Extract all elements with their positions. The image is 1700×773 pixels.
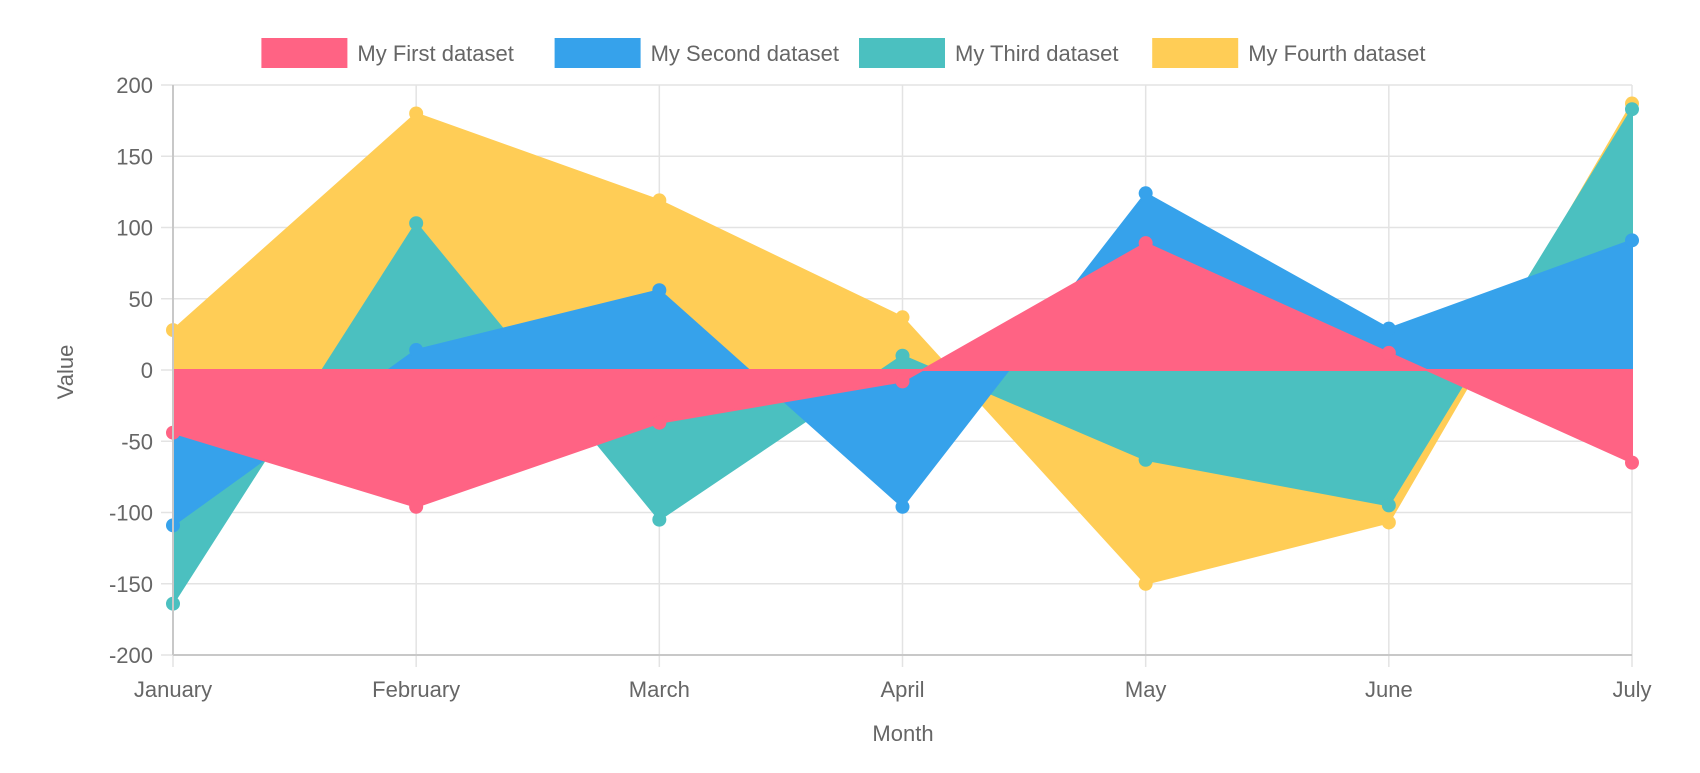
y-tick-label: 0	[141, 358, 153, 383]
y-tick-label: -150	[109, 572, 153, 597]
point-my-third-dataset[interactable]	[1381, 498, 1396, 513]
y-axis-title: Value	[53, 345, 78, 400]
point-my-fourth-dataset[interactable]	[652, 193, 667, 208]
point-my-fourth-dataset[interactable]	[895, 310, 910, 325]
point-my-third-dataset[interactable]	[1625, 102, 1639, 117]
x-axis-title: Month	[872, 721, 933, 746]
point-my-fourth-dataset[interactable]	[409, 106, 424, 121]
point-my-second-dataset[interactable]	[895, 499, 910, 514]
legend-label: My Third dataset	[955, 41, 1118, 66]
y-tick-label: -100	[109, 501, 153, 526]
y-tick-label: 50	[129, 287, 153, 312]
legend-swatch	[1152, 38, 1239, 68]
axes-layer: 200 150 100 50 0 -50 -100 -150 -200 January Februa…	[109, 73, 1652, 702]
x-tick-label: January	[134, 677, 212, 702]
point-my-fourth-dataset[interactable]	[1381, 515, 1396, 530]
point-my-second-dataset[interactable]	[1625, 233, 1639, 248]
y-tick-label: 200	[116, 73, 153, 98]
x-tick-label: May	[1125, 677, 1167, 702]
legend-swatch	[261, 38, 348, 68]
legend-label: My Second dataset	[651, 41, 839, 66]
point-my-first-dataset[interactable]	[1625, 455, 1639, 470]
point-my-second-dataset[interactable]	[1138, 186, 1153, 201]
x-tick-label: April	[880, 677, 924, 702]
point-my-third-dataset[interactable]	[1138, 452, 1153, 467]
legend-label: My First dataset	[357, 41, 513, 66]
points-layer	[166, 96, 1639, 611]
x-tick-label: March	[629, 677, 690, 702]
point-my-fourth-dataset[interactable]	[1138, 576, 1153, 591]
point-my-second-dataset[interactable]	[409, 343, 424, 358]
point-my-first-dataset[interactable]	[895, 374, 910, 389]
point-my-first-dataset[interactable]	[1138, 236, 1153, 251]
legend-swatch	[554, 38, 641, 68]
legend-item-my-first-dataset[interactable]: My First dataset	[261, 38, 514, 68]
point-my-first-dataset[interactable]	[409, 499, 424, 514]
point-my-third-dataset[interactable]	[409, 216, 424, 231]
legend: My First dataset My Second dataset My Thir…	[261, 38, 1426, 68]
x-tick-label: June	[1365, 677, 1413, 702]
legend-item-my-fourth-dataset[interactable]: My Fourth dataset	[1152, 38, 1426, 68]
point-my-second-dataset[interactable]	[652, 283, 667, 298]
x-tick-label: July	[1612, 677, 1651, 702]
x-tick-label: February	[372, 677, 460, 702]
point-my-first-dataset[interactable]	[652, 415, 667, 430]
legend-label: My Fourth dataset	[1248, 41, 1425, 66]
legend-item-my-third-dataset[interactable]: My Third dataset	[859, 38, 1118, 68]
legend-item-my-second-dataset[interactable]: My Second dataset	[554, 38, 839, 68]
point-my-first-dataset[interactable]	[1381, 345, 1396, 360]
point-my-third-dataset[interactable]	[652, 512, 667, 527]
legend-swatch	[859, 38, 945, 68]
y-tick-label: 150	[116, 144, 153, 169]
y-tick-label: -50	[121, 429, 153, 454]
point-my-second-dataset[interactable]	[1381, 321, 1396, 336]
point-my-third-dataset[interactable]	[895, 348, 910, 363]
y-tick-label: -200	[109, 643, 153, 668]
y-tick-label: 100	[116, 216, 153, 241]
